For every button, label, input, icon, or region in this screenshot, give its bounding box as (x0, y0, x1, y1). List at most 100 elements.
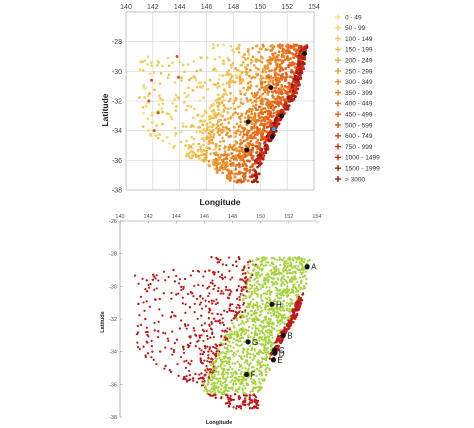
data-point (199, 148, 203, 151)
data-point (256, 280, 259, 283)
data-point (244, 112, 248, 115)
data-point (194, 372, 197, 376)
data-point (218, 144, 221, 148)
data-point (222, 160, 225, 163)
data-point (260, 338, 263, 341)
highlight-points-top (244, 51, 308, 153)
data-point (242, 329, 245, 332)
data-point (228, 159, 232, 163)
legend-label: 300 - 349 (345, 79, 373, 86)
data-point (251, 274, 254, 277)
data-point (183, 70, 186, 74)
data-point (186, 63, 190, 66)
highlight-point (271, 126, 277, 132)
data-point (191, 269, 195, 273)
data-point (220, 392, 224, 396)
data-point (201, 297, 204, 300)
data-point (231, 264, 234, 267)
data-point (253, 289, 256, 292)
data-point (224, 92, 227, 95)
data-point (266, 351, 269, 354)
data-point (161, 122, 164, 126)
data-point (207, 381, 210, 384)
data-point (246, 99, 249, 103)
data-point (191, 150, 195, 154)
data-point (288, 272, 292, 275)
data-point (282, 256, 286, 259)
x-tick-label: 140 (115, 214, 124, 220)
data-point (205, 392, 209, 395)
data-point (241, 154, 245, 158)
data-point (185, 327, 188, 330)
data-point (266, 93, 269, 96)
data-point (267, 273, 270, 276)
data-point (214, 357, 217, 360)
data-point (246, 57, 250, 60)
data-point (256, 165, 259, 169)
data-point (249, 168, 252, 172)
data-point (227, 99, 231, 103)
data-point (276, 258, 279, 261)
data-point (230, 66, 233, 69)
data-point (251, 358, 254, 362)
data-point (226, 327, 229, 330)
data-point (262, 349, 266, 352)
data-point (242, 299, 245, 302)
data-point (286, 287, 289, 290)
data-point (301, 292, 305, 295)
data-point (298, 283, 301, 286)
data-point (260, 320, 263, 323)
data-point (238, 43, 241, 47)
data-point (207, 357, 210, 360)
data-point (267, 61, 270, 64)
data-point (237, 323, 241, 327)
data-point (215, 126, 218, 130)
data-point (242, 180, 245, 183)
data-point (221, 351, 224, 354)
data-point (184, 144, 187, 147)
data-point (253, 114, 257, 118)
data-point (258, 336, 262, 339)
data-point (287, 48, 291, 52)
data-point (266, 346, 269, 350)
data-point (254, 329, 257, 333)
data-point (269, 276, 273, 280)
data-point (285, 73, 289, 76)
data-point (271, 271, 274, 274)
data-point (246, 261, 250, 264)
data-point (200, 150, 204, 153)
data-point (187, 361, 190, 365)
data-point (157, 330, 160, 333)
data-point (238, 124, 242, 127)
data-point (258, 59, 262, 62)
data-point (282, 309, 286, 312)
data-point (210, 328, 213, 331)
data-point (216, 131, 219, 134)
data-point (161, 64, 164, 68)
data-point (213, 116, 216, 120)
data-point (204, 270, 207, 273)
data-point (214, 144, 218, 148)
data-point (247, 266, 250, 269)
data-point (198, 373, 201, 376)
data-point (206, 337, 209, 340)
data-point (193, 107, 196, 111)
data-point (246, 82, 250, 85)
data-point (277, 122, 281, 126)
data-point (300, 263, 304, 266)
data-point (244, 282, 248, 285)
data-point (192, 295, 195, 298)
data-point (239, 92, 243, 96)
data-point (236, 112, 240, 116)
y-tick-label: -26 (109, 219, 117, 225)
data-point (163, 367, 166, 370)
data-point (202, 330, 206, 333)
data-point (189, 342, 192, 345)
data-point (278, 308, 282, 311)
legend-label: 450 - 499 (345, 112, 373, 119)
data-point (294, 314, 298, 318)
highlight-point (244, 147, 250, 153)
data-point (147, 99, 151, 103)
scatter-points-bottom (133, 256, 311, 410)
data-point (263, 80, 267, 84)
